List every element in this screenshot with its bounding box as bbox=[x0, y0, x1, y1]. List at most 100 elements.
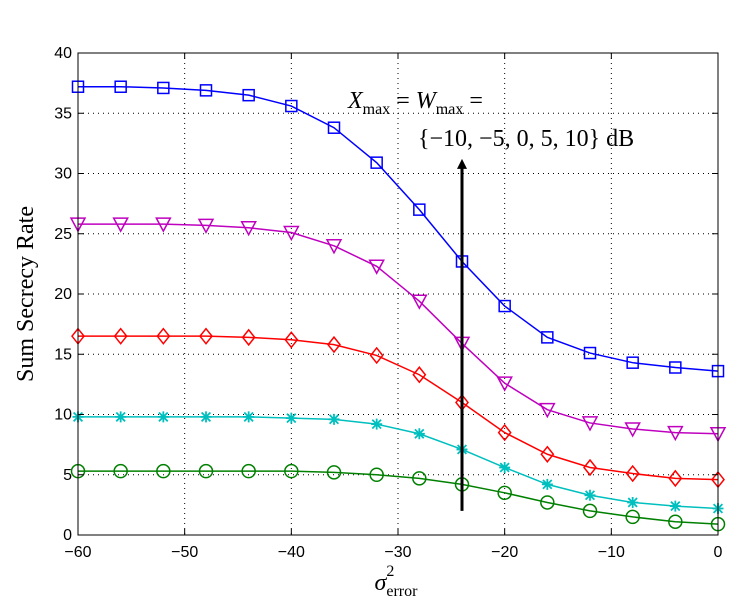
series-markers bbox=[69, 80, 727, 532]
marker-triangle-down-5-db bbox=[624, 422, 641, 438]
marker-square-10-db bbox=[157, 81, 170, 95]
marker-diamond-0-db bbox=[625, 464, 640, 483]
x-tick-label: −60 bbox=[64, 544, 91, 561]
annotation-x: X bbox=[347, 88, 364, 114]
y-tick-label: 20 bbox=[54, 286, 72, 303]
marker-triangle-down-5-db bbox=[539, 402, 556, 419]
x-tick-label: 0 bbox=[714, 544, 723, 561]
marker-square-10-db bbox=[242, 88, 255, 102]
marker-circle--10-db bbox=[284, 463, 299, 479]
y-tick-label: 30 bbox=[54, 166, 72, 183]
marker-triangle-down-5-db bbox=[283, 225, 300, 242]
grid bbox=[78, 53, 718, 535]
tick-labels: −60 −50 −40 −30 −20 −10 0 0 5 10 15 20 25 30 35 40 bbox=[54, 45, 722, 561]
y-tick-label: 5 bbox=[63, 467, 72, 484]
marker-diamond-0-db bbox=[369, 346, 384, 365]
marker-diamond-0-db bbox=[583, 458, 597, 477]
marker-square-10-db bbox=[199, 84, 213, 97]
marker-diamond-0-db bbox=[241, 328, 256, 347]
marker-diamond-0-db bbox=[199, 327, 213, 345]
annotation-x-sub: max bbox=[363, 101, 391, 118]
axis-ticks bbox=[77, 52, 719, 536]
marker-diamond-0-db bbox=[327, 335, 341, 354]
marker-asterisk--5-db bbox=[499, 462, 511, 474]
y-tick-label: 35 bbox=[54, 105, 72, 122]
marker-asterisk--5-db bbox=[328, 413, 340, 425]
y-tick-label: 15 bbox=[54, 346, 72, 363]
y-axis-title: Sum Secrecy Rate bbox=[13, 206, 39, 382]
series-line-0-db bbox=[78, 335, 719, 481]
annotation-line1: Xmax = Wmax = bbox=[347, 88, 483, 118]
marker-diamond-0-db bbox=[668, 469, 683, 488]
annotation-line2: {−10, −5, 0, 5, 10} dB bbox=[418, 126, 634, 152]
annotation-w: W bbox=[416, 88, 438, 114]
marker-asterisk--5-db bbox=[371, 418, 383, 430]
marker-triangle-down-5-db bbox=[197, 218, 215, 234]
series-line-10-db bbox=[78, 85, 719, 372]
marker-triangle-down-5-db bbox=[581, 416, 599, 432]
series-lines bbox=[78, 85, 719, 525]
marker-asterisk--5-db bbox=[200, 411, 212, 423]
marker-asterisk--5-db bbox=[584, 489, 596, 501]
marker-circle--10-db bbox=[625, 509, 640, 525]
y-tick-label: 0 bbox=[63, 527, 72, 544]
marker-square-10-db bbox=[583, 346, 597, 360]
x-axis-title: σ2 error bbox=[375, 563, 419, 600]
marker-circle--10-db bbox=[497, 485, 512, 501]
marker-diamond-0-db bbox=[412, 366, 427, 384]
marker-circle--10-db bbox=[369, 467, 384, 482]
x-tick-label: −50 bbox=[171, 544, 198, 561]
marker-square-10-db bbox=[626, 356, 639, 369]
marker-circle--10-db bbox=[582, 503, 598, 519]
marker-asterisk--5-db bbox=[627, 496, 639, 508]
marker-square-10-db bbox=[669, 361, 682, 374]
marker-triangle-down-5-db bbox=[112, 217, 129, 233]
marker-circle--10-db bbox=[540, 495, 555, 510]
annotation-eq1: = bbox=[390, 88, 416, 114]
marker-asterisk--5-db bbox=[157, 411, 169, 423]
marker-square-10-db bbox=[498, 299, 511, 313]
marker-triangle-down-5-db bbox=[667, 425, 684, 442]
marker-triangle-down-5-db bbox=[325, 239, 343, 255]
marker-diamond-0-db bbox=[113, 327, 128, 345]
marker-circle--10-db bbox=[241, 463, 256, 479]
marker-square-10-db bbox=[541, 331, 554, 344]
x-axis-title-sub: error bbox=[386, 583, 418, 600]
x-tick-label: −40 bbox=[278, 544, 305, 561]
marker-circle--10-db bbox=[156, 463, 171, 479]
marker-diamond-0-db bbox=[156, 327, 171, 345]
marker-diamond-0-db bbox=[284, 331, 299, 349]
marker-circle--10-db bbox=[326, 465, 342, 480]
marker-circle--10-db bbox=[668, 514, 683, 529]
marker-asterisk--5-db bbox=[115, 411, 127, 423]
marker-square-10-db bbox=[413, 203, 426, 216]
marker-asterisk--5-db bbox=[243, 411, 255, 423]
series-line-5-db bbox=[78, 223, 719, 435]
marker-asterisk--5-db bbox=[285, 412, 297, 424]
x-axis-title-base: σ bbox=[375, 570, 388, 596]
marker-triangle-down-5-db bbox=[496, 376, 513, 392]
marker-triangle-down-5-db bbox=[368, 259, 385, 275]
marker-square-10-db bbox=[114, 80, 127, 93]
x-tick-label: −30 bbox=[384, 544, 411, 561]
marker-square-10-db bbox=[285, 99, 298, 113]
x-tick-label: −20 bbox=[491, 544, 518, 561]
y-tick-label: 40 bbox=[54, 45, 72, 62]
y-tick-label: 10 bbox=[54, 407, 72, 424]
marker-asterisk--5-db bbox=[413, 428, 425, 440]
y-tick-label: 25 bbox=[54, 226, 72, 243]
marker-asterisk--5-db bbox=[541, 478, 553, 490]
series-line--5-db bbox=[78, 416, 719, 510]
annotation-eq2: = bbox=[463, 88, 483, 114]
marker-diamond-0-db bbox=[497, 423, 512, 442]
marker-circle--10-db bbox=[113, 463, 128, 479]
marker-circle--10-db bbox=[412, 471, 427, 486]
series-line--10-db bbox=[78, 470, 719, 525]
marker-diamond-0-db bbox=[540, 445, 555, 463]
marker-square-10-db bbox=[370, 156, 383, 169]
annotation-w-sub: max bbox=[436, 101, 464, 118]
marker-circle--10-db bbox=[198, 463, 214, 479]
marker-square-10-db bbox=[327, 121, 341, 134]
marker-triangle-down-5-db bbox=[411, 294, 428, 310]
